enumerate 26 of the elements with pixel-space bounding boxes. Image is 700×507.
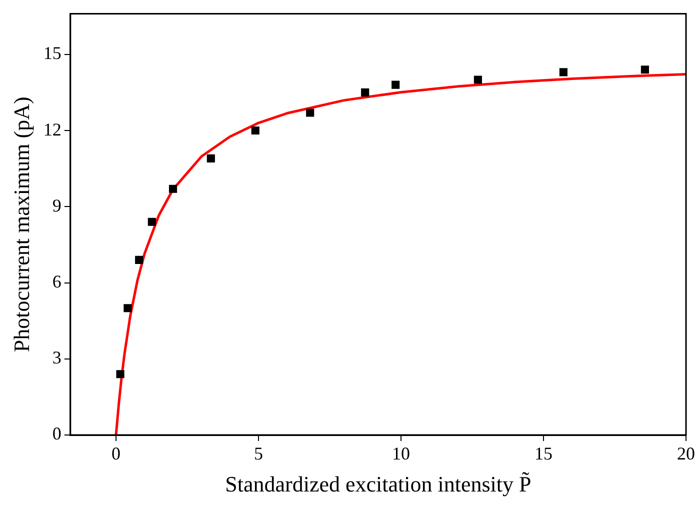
x-tick-label: 20 [677,444,695,464]
y-tick-label: 12 [43,119,62,140]
point [361,88,370,96]
point [392,80,400,89]
y-tick-label: 6 [52,271,62,292]
x-tick-label: 10 [392,444,410,464]
x-axis-title: Standardized excitation intensity P̃ [225,472,532,497]
point [206,154,215,162]
point [124,304,132,312]
point [306,108,314,117]
x-tick-label: 0 [112,444,120,464]
y-tick-label: 3 [52,348,62,368]
point [251,126,260,135]
y-axis-title: Photocurrent maximum (pA) [8,96,34,352]
point [640,66,649,74]
point [135,256,144,264]
point [559,68,568,76]
x-tick-label: 5 [254,444,263,464]
point [116,370,124,378]
point [168,184,178,193]
y-tick-label: 0 [52,424,62,444]
y-tick-label: 9 [52,195,62,216]
point [474,76,482,84]
y-tick-label: 15 [43,43,62,64]
point [148,218,156,226]
x-tick-label: 15 [534,444,552,464]
